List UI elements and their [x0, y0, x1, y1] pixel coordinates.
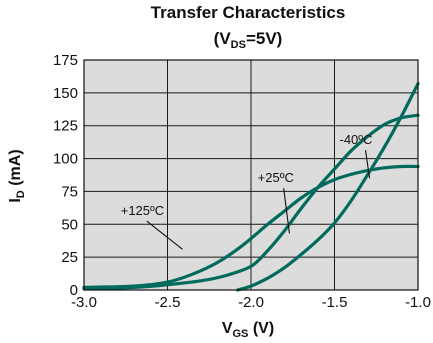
plot-frame — [83, 59, 419, 291]
x-axis-label: VGS (V) — [222, 320, 274, 340]
series-line-3-40c — [236, 82, 420, 292]
y-tick-label: 25 — [61, 249, 78, 266]
chart-subtitle: (VDS=5V) — [214, 29, 283, 51]
y-tick-label: 150 — [53, 85, 78, 102]
x-axis-label-main: V — [222, 320, 233, 337]
annotation-leader-2 — [283, 188, 290, 234]
x-axis-label-subscript: GS — [232, 328, 248, 340]
annotations: +125ºC +25ºC -40ºC — [121, 132, 373, 250]
x-tick-label: -1.0 — [405, 294, 431, 311]
x-tick-label: -2.5 — [155, 294, 181, 311]
y-axis-label-suffix: (mA) — [7, 149, 24, 190]
x-axis-label-suffix: (V) — [248, 320, 274, 337]
y-tick-label: 125 — [53, 118, 78, 135]
x-axis-ticks: -3.0 -2.5 -2.0 -1.5 -1.0 — [71, 294, 431, 311]
y-axis-label: ID (mA) — [7, 149, 27, 202]
annotation-leader-3 — [364, 150, 371, 179]
subtitle-subscript: DS — [231, 39, 246, 51]
y-tick-label: 100 — [53, 151, 78, 168]
grid — [84, 60, 418, 290]
subtitle-prefix: (V — [214, 29, 232, 48]
x-tick-label: -3.0 — [71, 294, 97, 311]
chart-title: Transfer Characteristics — [151, 3, 346, 22]
subtitle-suffix: =5V) — [246, 29, 282, 48]
y-axis-label-main: I — [7, 198, 24, 202]
y-tick-label: 175 — [53, 52, 78, 69]
series-group — [82, 82, 420, 292]
series-line-1-125c — [82, 164, 420, 289]
y-axis-ticks: 0 25 50 75 100 125 150 175 — [53, 52, 78, 299]
series-line-2-25c — [82, 113, 420, 291]
annotation-label-2: +25ºC — [258, 170, 294, 185]
y-axis-label-subscript: D — [15, 190, 27, 198]
annotation-leader-1 — [146, 220, 183, 250]
x-tick-label: -1.5 — [322, 294, 348, 311]
y-tick-label: 50 — [61, 216, 78, 233]
y-tick-label: 75 — [61, 183, 78, 200]
annotation-label-3: -40ºC — [340, 132, 373, 147]
annotation-label-1: +125ºC — [121, 203, 164, 218]
x-tick-label: -2.0 — [238, 294, 264, 311]
y-tick-label: 0 — [70, 282, 78, 299]
